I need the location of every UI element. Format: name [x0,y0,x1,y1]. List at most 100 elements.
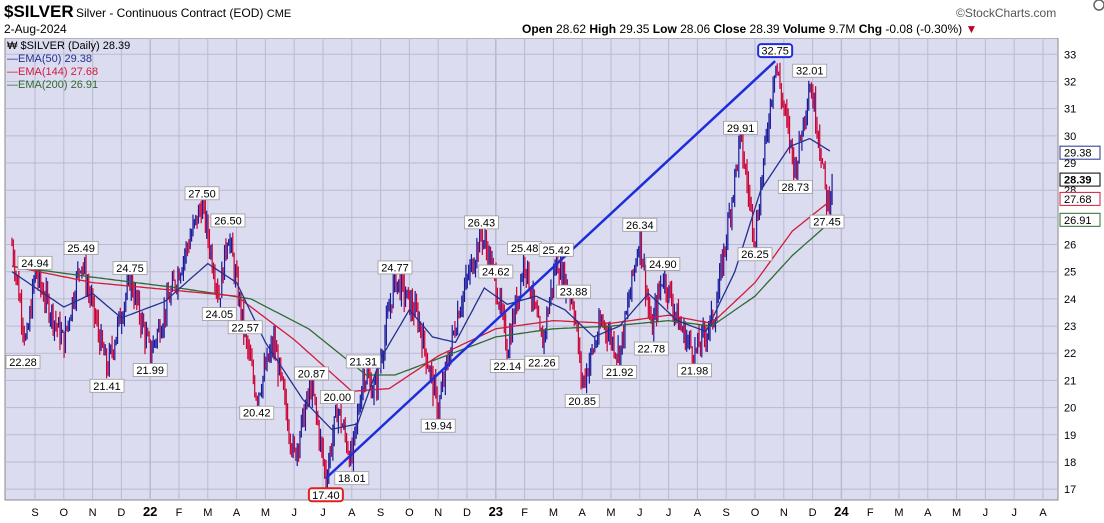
axis-tag-label: 29.38 [1064,148,1092,160]
price-label-box [777,179,813,194]
x-tick-label: S [31,507,38,519]
x-tick-label: A [348,507,356,519]
x-tick-label: M [261,507,270,519]
price-label-box [489,359,525,373]
brand-watermark: ©StockCharts.com [956,6,1057,20]
axis-tag-box [1059,172,1101,187]
price-label-box [602,365,638,379]
volume-label: Volume [782,22,826,36]
x-tick-label: N [434,507,442,519]
price-label-box [112,261,148,275]
price-label: 26.50 [214,215,242,227]
price-label-box [89,378,125,393]
price-label-box [463,215,499,230]
price-label-box [377,260,413,275]
price-label-box [63,241,99,255]
y-tick-label: 18 [1064,457,1076,469]
x-tick-label: A [233,507,241,519]
price-label-box [239,405,275,420]
x-tick-label: J [983,507,989,519]
price-label: 22.78 [638,344,666,356]
price-label-box [757,43,794,59]
y-tick-label: 24 [1064,294,1076,306]
price-label: 25.49 [67,243,95,255]
price-label-box [345,354,381,369]
x-tick-label: D [809,507,817,519]
price-label-box [564,394,600,408]
price-label: 27.50 [188,188,216,200]
settings-corner-icon[interactable] [1090,0,1104,14]
legend-main-text: $SILVER (Daily) 28.39 [20,40,131,52]
price-label: 22.26 [528,358,556,370]
legend-ema50: —EMA(50) 29.38 [7,53,92,65]
y-tick-label: 29 [1064,158,1076,170]
chg-value: -0.08 (-0.30%) [885,22,963,36]
plot-area [4,38,1059,501]
x-tick-label: F [521,507,528,519]
price-label: 26.43 [468,217,496,229]
chart-header: $SILVER Silver - Continuous Contract (EO… [0,0,1104,38]
x-tick-label: J [291,507,297,519]
price-label: 24.75 [116,263,144,275]
y-tick-label: 25 [1064,267,1076,279]
x-tick-label: N [780,507,788,519]
x-tick-label: J [637,507,643,519]
y-tick-label: 21 [1064,375,1076,387]
price-label-box [334,471,370,486]
x-tick-label: M [203,507,212,519]
price-label: 17.40 [312,490,340,502]
x-tick-label: F [176,507,183,519]
price-chart[interactable]: 1718192021222324252627282930313233SOND22… [0,38,1104,523]
y-tick-label: 32 [1064,76,1076,88]
price-label-box [645,257,681,271]
x-tick-label: M [549,507,558,519]
price-label-box [210,213,246,228]
price-label-box [809,214,845,229]
price-label: 24.77 [381,262,409,274]
price-label: 22.28 [9,357,37,369]
x-tick-label: S [377,507,384,519]
close-label: Close [713,22,747,36]
axis-tag-box [1059,145,1101,160]
y-tick-label: 26 [1064,240,1076,252]
axis-tag-label: 26.91 [1064,215,1092,227]
price-label-box [737,247,773,262]
legend-ema144: —EMA(144) 27.68 [7,66,99,78]
x-tick-label: S [723,507,730,519]
price-label: 28.73 [782,182,810,194]
legend-ema200-text: EMA(200) 26.91 [18,79,99,91]
trendline [325,60,777,480]
price-label: 19.94 [424,421,452,433]
price-label-box [184,186,220,201]
price-label-box [17,255,53,270]
symbol-title: $SILVER [4,2,74,21]
price-label: 21.98 [681,365,709,377]
volume-value: 9.7M [828,22,856,36]
price-label: 20.00 [324,392,352,404]
price-label-box [132,363,168,377]
price-label: 21.41 [93,381,121,393]
y-tick-label: 23 [1064,321,1076,333]
price-label-box [723,120,758,135]
price-label: 26.25 [741,249,769,261]
x-tick-label: M [606,507,615,519]
price-label: 24.05 [206,309,234,321]
x-tick-label: A [1039,507,1047,519]
x-tick-label: O [751,507,760,519]
price-label-box [622,217,658,232]
legend-ema200: —EMA(200) 26.91 [7,79,99,91]
description-text: Silver - Continuous Contract (EOD) [76,6,264,20]
price-label-box [307,487,344,503]
x-tick-label: 22 [143,504,157,519]
x-tick-label: D [117,507,125,519]
x-tick-label: O [60,507,69,519]
exchange-text: CME [266,8,292,20]
price-label-box [420,418,456,433]
price-label-box [227,320,263,335]
price-label-box [677,363,712,378]
x-tick-label: 23 [489,504,503,519]
price-label-box [556,284,591,299]
price-label: 22.14 [494,361,522,373]
price-label: 22.57 [231,322,259,334]
chg-down-arrow-icon: ▼ [965,22,978,36]
